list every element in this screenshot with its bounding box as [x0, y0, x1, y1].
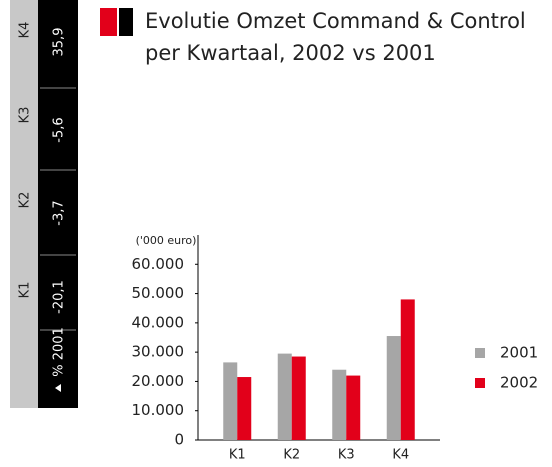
y-tick-label: 30.000 — [132, 343, 185, 361]
x-tick-label: K1 — [229, 448, 246, 463]
y-axis-label: ('000 euro) — [136, 234, 197, 247]
x-tick-label: K3 — [338, 448, 355, 463]
y-tick-label: 20.000 — [132, 372, 185, 390]
chart-title: per Kwartaal, 2002 vs 2001 — [145, 41, 436, 65]
bar — [386, 336, 401, 440]
bar — [400, 299, 415, 440]
x-tick-label: K2 — [283, 448, 300, 463]
legend-label: 2002 — [500, 374, 538, 392]
legend-swatch — [475, 348, 485, 358]
side-value: -5,6 — [52, 117, 67, 142]
side-value-strip — [38, 0, 78, 408]
side-category: K3 — [18, 107, 33, 124]
y-tick-label: 0 — [174, 431, 184, 449]
bar — [277, 353, 292, 440]
title-icon-black — [119, 8, 133, 36]
y-tick-label: 50.000 — [132, 284, 185, 302]
side-category: K2 — [18, 192, 33, 209]
bar — [237, 377, 252, 440]
title-icon-red — [100, 8, 117, 36]
y-tick-label: 10.000 — [132, 401, 185, 419]
side-value: 35,9 — [52, 28, 67, 57]
side-value: -3,7 — [52, 200, 67, 225]
side-category: K1 — [18, 282, 33, 299]
legend-label: 2001 — [500, 344, 538, 362]
y-tick-label: 40.000 — [132, 313, 185, 331]
side-value: -20,1 — [52, 280, 67, 314]
bar — [223, 362, 238, 440]
x-tick-label: K4 — [392, 448, 409, 463]
chart-title: Evolutie Omzet Command & Control — [145, 9, 526, 33]
bar — [332, 369, 347, 440]
legend-swatch — [475, 378, 485, 388]
side-category-strip — [10, 0, 38, 408]
bar — [291, 356, 306, 440]
y-tick-label: 60.000 — [132, 255, 185, 273]
side-category: K4 — [18, 22, 33, 39]
side-header: % 2001 — [52, 327, 67, 377]
bar — [346, 375, 361, 440]
triangle-icon — [55, 384, 61, 392]
